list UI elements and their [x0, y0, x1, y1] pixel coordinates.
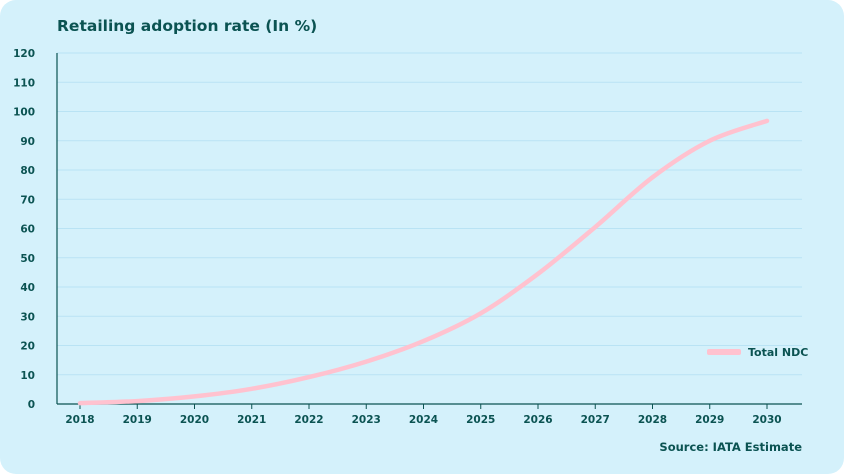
x-tick-label: 2028: [638, 414, 667, 426]
legend-label: Total NDC: [748, 346, 808, 359]
x-tick-label: 2025: [466, 414, 495, 426]
y-tick-label: 10: [20, 370, 35, 382]
source-note: Source: IATA Estimate: [659, 440, 802, 454]
y-tick-label: 30: [20, 311, 35, 323]
x-tick-label: 2024: [409, 414, 438, 426]
x-tick-label: 2020: [180, 414, 209, 426]
y-tick-label: 50: [20, 253, 35, 265]
x-tick-label: 2027: [581, 414, 610, 426]
y-tick-label: 40: [20, 282, 35, 294]
x-tick-label: 2022: [294, 414, 323, 426]
y-tick-label: 90: [20, 136, 35, 148]
legend-swatch: [707, 349, 741, 355]
x-tick-label: 2019: [123, 414, 152, 426]
y-tick-label: 100: [13, 107, 35, 119]
y-tick-label: 70: [20, 194, 35, 206]
y-tick-label: 80: [20, 165, 35, 177]
y-tick-label: 0: [28, 399, 35, 411]
y-tick-label: 20: [20, 341, 35, 353]
x-tick-label: 2023: [352, 414, 381, 426]
series-line-total-ndc: [77, 118, 770, 406]
x-tick-label: 2030: [752, 414, 781, 426]
x-tick-label: 2029: [695, 414, 724, 426]
chart-title: Retailing adoption rate (In %): [57, 17, 318, 35]
x-tick-label: 2021: [237, 414, 266, 426]
x-tick-label: 2026: [523, 414, 552, 426]
y-tick-label: 120: [13, 48, 35, 60]
x-tick-label: 2018: [65, 414, 94, 426]
y-tick-label: 60: [20, 224, 35, 236]
y-tick-label: 110: [13, 77, 35, 89]
